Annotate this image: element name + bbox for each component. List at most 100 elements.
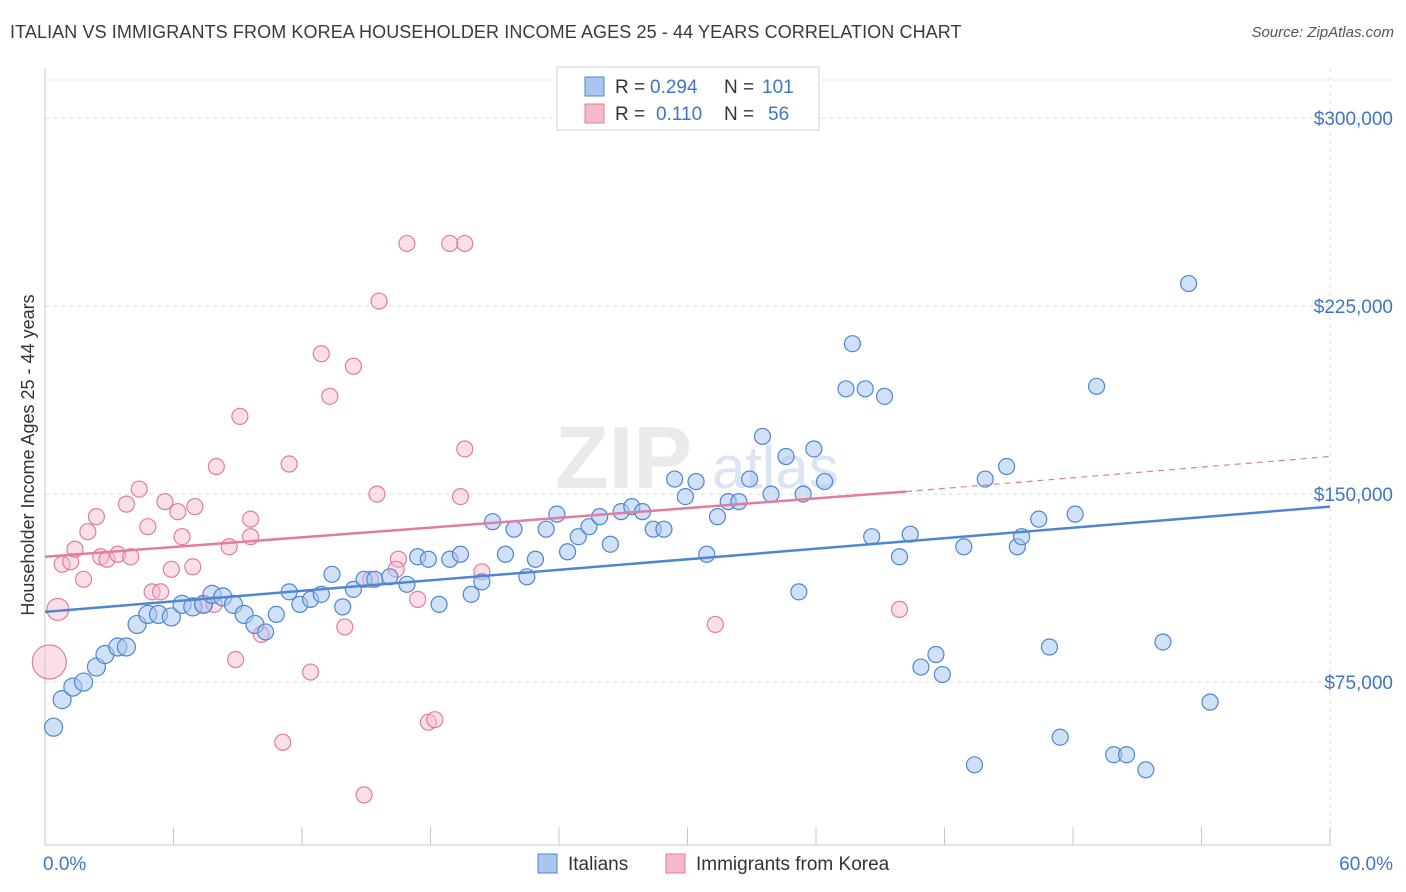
italians-point xyxy=(1087,377,1106,395)
korea-point xyxy=(184,558,202,576)
italians-point xyxy=(496,545,515,563)
italians-point xyxy=(1117,746,1136,764)
italians-point xyxy=(591,508,609,526)
y-tick-label: $150,000 xyxy=(1314,485,1393,506)
italians-point xyxy=(569,528,587,546)
italians-point xyxy=(1137,761,1155,779)
korea-point xyxy=(312,345,330,363)
x-tick-label-left: 0.0% xyxy=(43,854,86,875)
legend-swatch-korea xyxy=(584,103,605,124)
italians-point xyxy=(856,380,874,398)
italians-point xyxy=(334,598,352,616)
korea-point xyxy=(31,644,67,680)
italians-point xyxy=(805,440,823,458)
italians-point xyxy=(558,543,577,561)
italians-point xyxy=(1154,633,1172,651)
korea-point xyxy=(156,493,174,511)
italians-point xyxy=(398,575,416,593)
y-tick-label: $75,000 xyxy=(1324,673,1393,694)
italians-point xyxy=(267,605,285,624)
italians-point xyxy=(1201,693,1219,711)
italians-point xyxy=(912,658,930,676)
italians-point xyxy=(73,672,94,692)
korea-point xyxy=(370,292,388,310)
legend-r-label-korea: R = xyxy=(615,104,645,125)
korea-point xyxy=(87,508,106,526)
bottom-legend-swatch-italians xyxy=(537,853,558,874)
chart-title: ITALIAN VS IMMIGRANTS FROM KOREA HOUSEHO… xyxy=(10,22,962,42)
korea-trend-extension xyxy=(905,455,1331,493)
korea-point xyxy=(441,234,459,253)
korea-point xyxy=(169,503,187,521)
series-legend: Italians Immigrants from Korea xyxy=(537,853,890,875)
watermark-zip: ZIP xyxy=(555,408,692,507)
italians-points xyxy=(43,274,1219,779)
korea-point xyxy=(152,583,170,601)
italians-point xyxy=(537,520,555,538)
italians-point xyxy=(933,665,951,684)
italians-point xyxy=(777,447,795,466)
italians-point xyxy=(1051,728,1069,746)
y-tick-label: $225,000 xyxy=(1314,297,1393,318)
italians-point xyxy=(43,717,64,737)
italians-point xyxy=(526,550,545,568)
italians-point xyxy=(1066,505,1084,523)
italians-trend-line xyxy=(44,505,1331,614)
x-ticks xyxy=(173,827,1331,845)
italians-point xyxy=(863,528,881,546)
italians-point xyxy=(741,470,759,488)
italians-point xyxy=(462,585,480,603)
korea-point xyxy=(301,663,320,681)
legend-n-value-italians: 101 xyxy=(762,77,794,98)
italians-point xyxy=(965,756,984,774)
italians-point xyxy=(927,645,945,664)
korea-point xyxy=(389,550,407,568)
korea-point xyxy=(456,440,474,458)
source-label: Source: ZipAtlas.com xyxy=(1251,24,1394,41)
bottom-legend-swatch-korea xyxy=(665,853,686,874)
korea-point xyxy=(117,495,135,513)
watermark: ZIP atlas xyxy=(555,408,839,507)
italians-point xyxy=(1030,510,1048,528)
italians-point xyxy=(419,550,437,568)
italians-point xyxy=(708,508,727,526)
korea-points xyxy=(31,234,909,804)
italians-point xyxy=(580,518,598,536)
italians-point xyxy=(955,538,973,556)
italians-point xyxy=(687,472,705,491)
italians-point xyxy=(1180,274,1198,293)
trend-lines xyxy=(44,455,1331,614)
korea-point xyxy=(280,455,298,473)
y-tick-labels: $75,000 $150,000 $225,000 $300,000 xyxy=(1314,109,1393,694)
korea-point xyxy=(321,387,339,405)
italians-point xyxy=(1040,638,1059,656)
korea-point xyxy=(336,618,354,636)
y-tick-label: $300,000 xyxy=(1314,109,1393,130)
italians-point xyxy=(837,380,855,398)
legend-n-value-korea: 56 xyxy=(768,104,789,125)
korea-point xyxy=(451,488,470,506)
legend-n-label-italians: N = xyxy=(724,77,754,98)
italians-point xyxy=(430,595,448,613)
korea-point xyxy=(207,457,225,476)
italians-point xyxy=(998,457,1016,476)
italians-point xyxy=(753,427,772,446)
italians-point xyxy=(116,637,136,657)
italians-point xyxy=(730,493,748,511)
x-tick-label-right: 60.0% xyxy=(1339,854,1393,875)
italians-point xyxy=(473,573,491,591)
legend-r-value-korea: 0.110 xyxy=(656,104,702,125)
italians-point xyxy=(790,583,808,601)
stats-legend: R = 0.294 N = 101 R = 0.110 N = 56 xyxy=(556,66,820,131)
italians-point xyxy=(666,470,684,488)
y-axis-label: Householder Income Ages 25 - 44 years xyxy=(18,294,38,615)
korea-point xyxy=(173,528,191,546)
korea-point xyxy=(456,234,474,253)
italians-point xyxy=(875,387,894,405)
korea-point xyxy=(426,711,444,729)
italians-point xyxy=(323,565,341,583)
italians-point xyxy=(548,505,566,523)
italians-point xyxy=(256,623,275,641)
italians-point xyxy=(676,488,694,506)
korea-point xyxy=(355,786,373,804)
